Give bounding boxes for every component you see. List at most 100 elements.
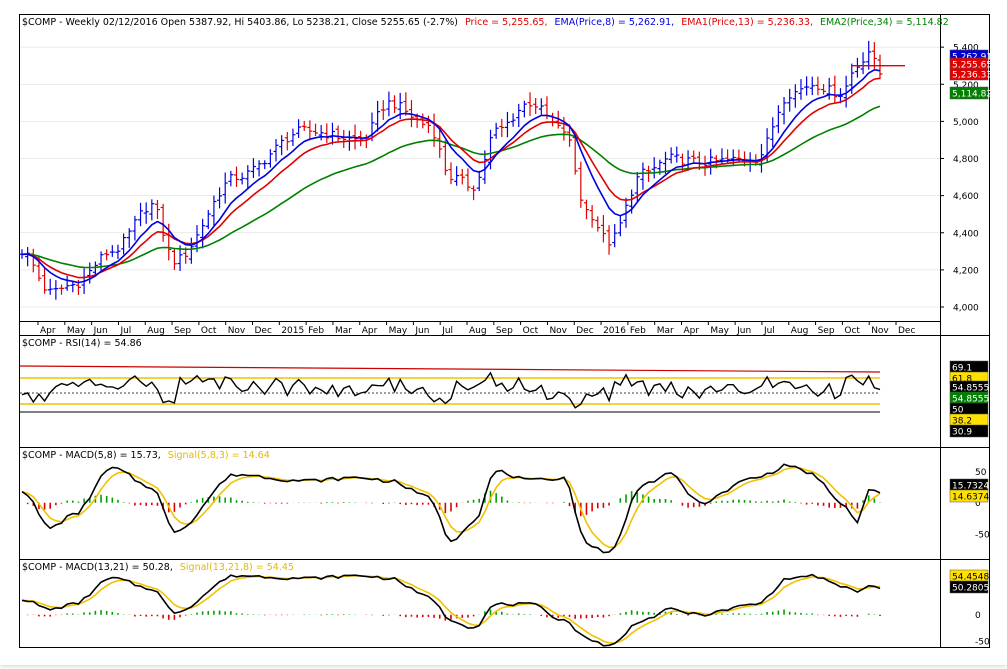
- price-bar: [200, 218, 206, 249]
- price-bar: [583, 199, 589, 220]
- date-x-label: Sep: [174, 326, 191, 336]
- price-bar: [234, 166, 239, 187]
- price-bar: [640, 162, 646, 190]
- price-tag-text: 5,236.33: [952, 71, 992, 81]
- date-x-label: Dec: [576, 326, 593, 336]
- signal-line: [21, 574, 881, 644]
- date-x-label: Mar: [657, 326, 674, 336]
- macd1-y-label: 0: [975, 499, 981, 509]
- price-bar: [53, 280, 59, 300]
- date-x-label: Nov: [549, 326, 567, 336]
- price-bar: [578, 161, 584, 208]
- price-bar: [589, 205, 595, 228]
- price-bar: [431, 113, 437, 147]
- price-bar: [273, 139, 279, 162]
- price-bar: [809, 76, 815, 96]
- macd1-tag-text: 14.6374: [952, 493, 989, 503]
- price-y-label: 4,200: [953, 266, 979, 276]
- price-bar: [533, 98, 539, 114]
- date-x-label: Sep: [818, 326, 835, 336]
- price-bar: [228, 170, 234, 187]
- price-bar: [527, 92, 533, 117]
- price-bar: [70, 281, 76, 293]
- date-x-label: Dec: [898, 326, 915, 336]
- price-y-label: 4,600: [953, 192, 979, 202]
- price-tag-text: 5,114.82: [952, 90, 992, 100]
- price-y-label: 5,200: [953, 81, 979, 91]
- price-bar: [171, 248, 177, 270]
- price-bar: [866, 40, 872, 70]
- date-x-label: Oct: [844, 326, 860, 336]
- date-x-label: May: [710, 326, 729, 336]
- macd2-tag: 50.2805: [949, 580, 989, 594]
- price-bar: [493, 122, 499, 139]
- rsi-tag: 54.8555: [949, 391, 989, 405]
- date-x-label: Jun: [736, 326, 751, 336]
- title-prefix: $COMP - Weekly 02/12/2016 Open 5387.92, …: [22, 17, 458, 28]
- rsi-plot: [19, 365, 881, 413]
- price-bar: [115, 244, 121, 259]
- price-bar: [284, 131, 290, 151]
- rsi-tag: 30.9: [949, 424, 989, 438]
- price-bar: [324, 123, 330, 144]
- price-bar: [617, 216, 623, 237]
- price-bar: [471, 185, 477, 201]
- macd2-y-label: -50: [975, 637, 990, 647]
- price-bar: [538, 98, 544, 115]
- price-tag-box: [949, 67, 989, 81]
- price-bar: [798, 79, 804, 100]
- price-tag: 5,114.82: [949, 86, 992, 100]
- price-tag: 5,236.33: [949, 67, 992, 81]
- price-bar: [775, 105, 781, 134]
- price-bar: [250, 158, 256, 178]
- date-x-label: Aug: [791, 326, 809, 336]
- price-y-label: 4,400: [953, 229, 979, 239]
- price-bar: [386, 91, 392, 117]
- price-bar: [290, 128, 296, 147]
- price-tag-text: 5,255.65: [952, 61, 992, 71]
- price-y-label: 5,400: [953, 44, 979, 54]
- rsi-panel-frame: [19, 335, 990, 448]
- price-bar: [64, 275, 70, 291]
- price-bar: [375, 100, 381, 132]
- price-bar: [465, 168, 471, 192]
- price-bar: [454, 166, 460, 186]
- price-bar: [392, 95, 398, 113]
- price-bar: [104, 249, 110, 261]
- price-bar: [160, 203, 166, 242]
- price-bar: [651, 157, 657, 179]
- price-bar: [826, 77, 832, 100]
- price-bar: [787, 88, 793, 112]
- price-bar: [222, 172, 228, 204]
- macd2-tag: 54.4548: [949, 569, 989, 583]
- price-bar: [860, 52, 866, 75]
- ema8-line: [21, 68, 881, 284]
- price-y-label: 4,000: [953, 304, 979, 314]
- date-x-label: May: [389, 326, 408, 336]
- price-y-label: 5,000: [953, 118, 979, 128]
- price-bar: [329, 122, 335, 145]
- price-bar: [854, 57, 860, 78]
- price-bar: [437, 128, 443, 158]
- price-bar: [313, 123, 319, 137]
- rsi-tag: 50: [949, 402, 989, 416]
- macd1-tag: 14.6374: [949, 489, 989, 503]
- date-x-label: 2016: [603, 326, 626, 336]
- price-bar: [239, 172, 245, 185]
- price-bar: [59, 284, 65, 295]
- date-x-label: Jul: [441, 326, 453, 336]
- rsi-tag: 54.8555: [949, 380, 989, 394]
- price-bar: [143, 202, 149, 224]
- macd1-signal-title: Signal(5,8,3) = 14.64: [168, 450, 270, 461]
- price-bar: [380, 100, 386, 120]
- price-y-label: 4,800: [953, 155, 979, 165]
- macd1-tag: 15.7324: [949, 478, 989, 492]
- price-bar: [132, 215, 138, 241]
- price-bar: [121, 233, 127, 255]
- price-bar: [459, 168, 465, 185]
- price-bar: [42, 267, 48, 294]
- macd1-y-label: 50: [975, 468, 987, 478]
- date-x-label: Apr: [40, 326, 56, 336]
- title-price: Price = 5,255.65,: [465, 17, 548, 28]
